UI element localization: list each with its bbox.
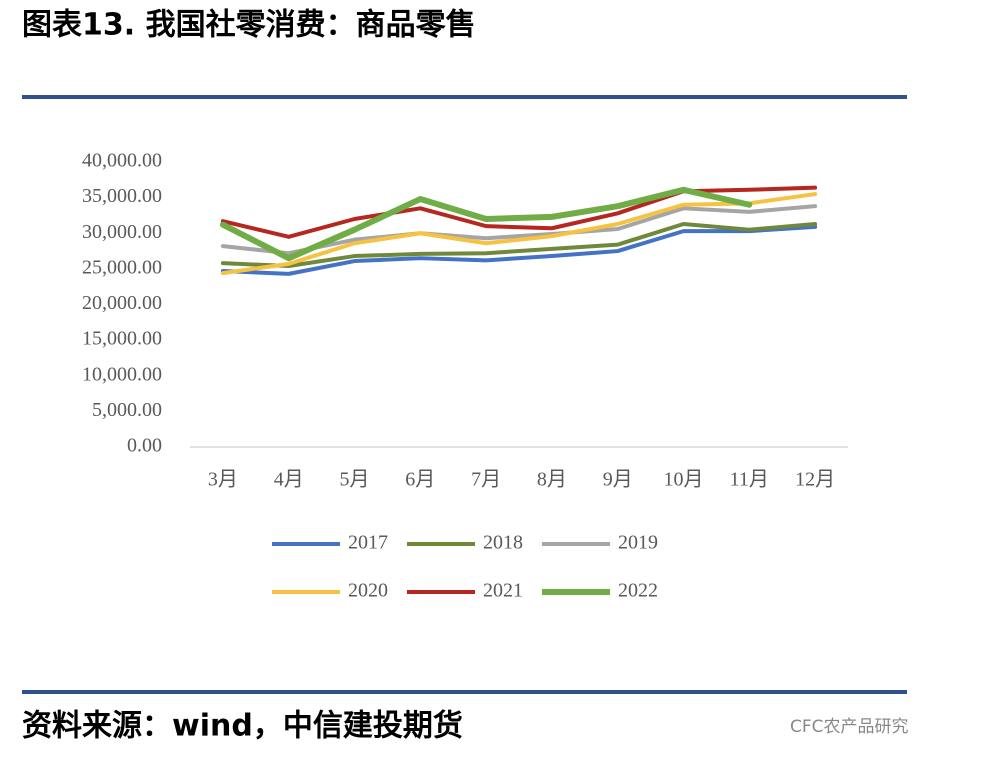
x-tick-label: 5月 [340,469,370,491]
y-tick-label: 20,000.00 [82,292,162,314]
title: 图表13. 我国社零消费：商品零售 [22,8,476,43]
series-line [220,224,818,276]
y-tick-label: 35,000.00 [82,185,162,207]
y-tick-label: 10,000.00 [82,363,162,385]
y-tick-label: 25,000.00 [82,256,162,278]
x-tick-label: 9月 [603,469,633,491]
x-tick-label: 12月 [795,469,835,491]
x-tick-label: 11月 [730,469,769,491]
y-tick-label: 5,000.00 [92,399,162,421]
top-rule [22,95,907,99]
y-tick-label: 40,000.00 [82,150,162,172]
x-tick-label: 10月 [664,469,704,491]
x-tick-label: 7月 [471,469,501,491]
y-tick-label: 0.00 [127,435,162,457]
legend-label: 2019 [618,532,658,554]
series-line [220,221,818,269]
x-tick-label: 8月 [537,469,567,491]
legend-label: 2021 [483,580,523,602]
series-line [220,192,818,276]
legend-label: 2022 [618,580,658,602]
series-line [220,185,818,239]
bottom-rule [22,690,907,694]
legend-label: 2018 [483,532,523,554]
x-tick-label: 6月 [405,469,435,491]
legend-label: 2020 [348,580,388,602]
series-line [219,186,753,262]
source: 资料来源：wind，中信建投期货 [22,709,463,744]
y-tick-label: 30,000.00 [82,221,162,243]
legend-label: 2017 [348,532,388,554]
watermark: CFC农产品研究 [790,717,909,737]
x-tick-label: 3月 [208,469,238,491]
y-tick-label: 15,000.00 [82,328,162,350]
x-tick-label: 4月 [274,469,304,491]
